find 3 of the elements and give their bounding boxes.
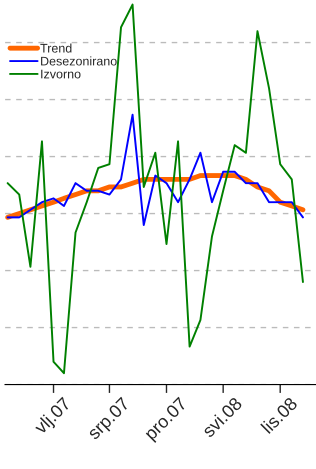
legend-label: Izvorno bbox=[41, 70, 81, 78]
legend-label: Desezonirano bbox=[41, 56, 117, 66]
legend-label: Trend bbox=[40, 43, 72, 53]
